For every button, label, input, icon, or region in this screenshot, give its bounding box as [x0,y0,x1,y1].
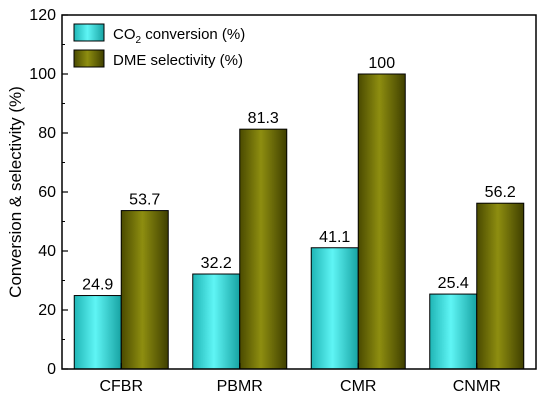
data-label-dme-selectivity-cnmr: 56.2 [485,184,516,201]
legend-swatch-co2-conversion [73,23,105,42]
bar-co2-conversion-cfbr [73,295,122,370]
data-label-dme-selectivity-pbmr: 81.3 [248,110,279,127]
legend-label-dme-selectivity: DME selectivity (%) [113,52,243,69]
data-label-co2-conversion-cfbr: 24.9 [82,277,113,294]
x-axis: CFBR PBMR CMR CNMR [99,363,501,395]
data-label-co2-conversion-cnmr: 25.4 [438,275,469,292]
data-label-dme-selectivity-cfbr: 53.7 [129,192,160,209]
legend-swatch-dme-selectivity [73,49,105,68]
y-tick-label-100: 100 [29,66,56,83]
x-tick-label-pbmr: PBMR [217,378,263,395]
data-label-co2-conversion-pbmr: 32.2 [201,255,232,272]
y-tick-label-0: 0 [47,361,56,378]
bar-dme-selectivity-pbmr [239,128,288,370]
x-tick-label-cnmr: CNMR [453,378,501,395]
bar-dme-selectivity-cfbr [120,210,169,370]
bar-co2-conversion-cmr [310,247,359,370]
data-label-co2-conversion-cmr: 41.1 [319,229,350,246]
data-label-dme-selectivity-cmr: 100 [368,55,395,72]
data-labels-group: 24.9 53.7 32.2 81.3 41.1 100 25.4 56.2 [82,55,516,294]
legend-label-co2-conversion: CO2 conversion (%) [113,26,245,46]
y-axis-title: Conversion & selectivity (%) [6,86,25,298]
y-axis: 0 20 40 60 80 100 120 [29,7,68,378]
y-tick-label-80: 80 [38,125,56,142]
x-tick-label-cfbr: CFBR [99,378,143,395]
bar-co2-conversion-cnmr [429,293,478,370]
y-tick-label-40: 40 [38,243,56,260]
bar-dme-selectivity-cnmr [476,202,525,370]
bar-co2-conversion-pbmr [192,273,241,370]
y-tick-label-60: 60 [38,184,56,201]
bar-dme-selectivity-cmr [357,73,406,370]
y-tick-label-120: 120 [29,7,56,24]
x-tick-label-cmr: CMR [340,378,376,395]
bars-group [73,73,525,370]
legend: CO2 conversion (%) DME selectivity (%) [73,23,245,69]
y-tick-label-20: 20 [38,302,56,319]
